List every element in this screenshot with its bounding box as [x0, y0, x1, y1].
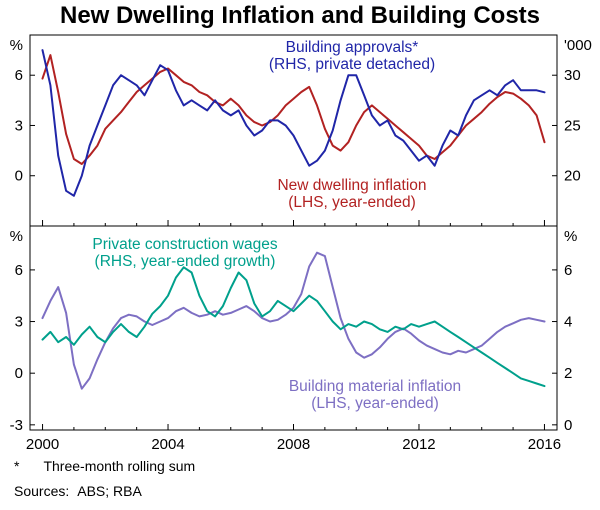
y-tick-label: 3: [15, 117, 23, 134]
sources-line: Sources: ABS; RBA: [14, 483, 142, 499]
y-tick-label: 0: [564, 417, 572, 434]
new-dwelling-inflation-label-line2: (LHS, year-ended): [288, 194, 416, 211]
right-axis-unit: '000: [564, 37, 592, 54]
y-tick-label: 20: [564, 168, 581, 185]
private-construction-wages-label-line2: (RHS, year-ended growth): [95, 253, 276, 270]
x-tick-label: 2000: [26, 436, 59, 453]
x-tick-label: 2012: [402, 436, 435, 453]
panel-top: % 0 3 6 '000 20 25 30 Building approvals*(RHS, p…: [10, 34, 592, 227]
y-tick-label: 4: [564, 314, 572, 331]
left-axis-unit: %: [10, 37, 23, 54]
y-tick-label: -3: [10, 417, 23, 434]
footnote: * Three-month rolling sum: [14, 458, 195, 474]
sources-label: Sources:: [14, 483, 70, 499]
y-tick-label: 25: [564, 117, 581, 134]
building-approvals-label-line2: (RHS, private detached): [269, 56, 435, 73]
left-axis-unit: %: [10, 228, 23, 245]
building-material-inflation-label-line2: (LHS, year-ended): [311, 395, 439, 412]
y-tick-label: 0: [15, 168, 23, 185]
series-building-approvals: [41, 49, 546, 197]
y-tick-label: 0: [15, 365, 23, 382]
series-building-material-inflation: [41, 251, 546, 390]
y-tick-label: 2: [564, 365, 572, 382]
building-material-inflation-label-line1: Building material inflation: [289, 378, 461, 395]
y-tick-label: 6: [564, 262, 572, 279]
y-tick-label: 6: [15, 262, 23, 279]
building-approvals-label-line1: Building approvals*: [286, 39, 419, 56]
y-tick-label: 6: [15, 67, 23, 84]
x-tick-label: 2004: [151, 436, 184, 453]
sources-value: ABS; RBA: [77, 483, 142, 499]
x-tick-label: 2008: [277, 436, 310, 453]
footnote-marker: *: [14, 458, 20, 474]
panel-frame: [29, 225, 558, 431]
panel-bottom: % -3 0 3 6% 0 2 4 6 Private construction wages(RH…: [10, 225, 577, 434]
new-dwelling-inflation-label-line1: New dwelling inflation: [277, 177, 426, 194]
y-tick-label: 30: [564, 67, 581, 84]
private-construction-wages-label-line1: Private construction wages: [92, 236, 277, 253]
footnote-text: Three-month rolling sum: [43, 458, 196, 474]
chart-title: New Dwelling Inflation and Building Cost…: [60, 2, 540, 29]
series-private-construction-wages: [41, 266, 546, 388]
y-tick-label: 3: [15, 314, 23, 331]
right-axis-unit: %: [564, 228, 577, 245]
series-new-dwelling-inflation: [41, 54, 546, 165]
x-tick-label: 2016: [528, 436, 561, 453]
